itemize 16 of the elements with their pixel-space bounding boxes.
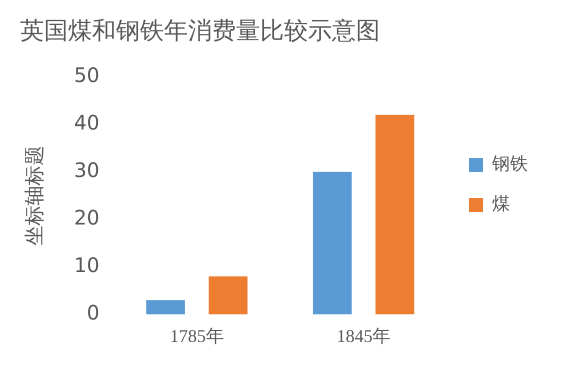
y-tick-label: 50 [74, 63, 100, 88]
bar [312, 172, 352, 314]
bar [375, 114, 414, 314]
legend-label: 煤 [492, 194, 510, 215]
x-tick-label: 1845年 [336, 326, 391, 346]
y-axis-title: 坐标轴标题 [22, 146, 46, 246]
legend-label: 钢铁 [491, 154, 528, 175]
chart-title: 英国煤和钢铁年消费量比较示意图 [20, 16, 380, 45]
y-tick-label: 40 [74, 110, 100, 135]
x-tick-label: 1785年 [170, 326, 224, 346]
y-tick-label: 0 [86, 300, 100, 325]
y-tick-label: 30 [74, 158, 100, 182]
bar [146, 300, 185, 314]
y-tick-label: 20 [74, 206, 100, 230]
y-tick-label: 10 [74, 253, 100, 278]
bar [208, 276, 248, 314]
